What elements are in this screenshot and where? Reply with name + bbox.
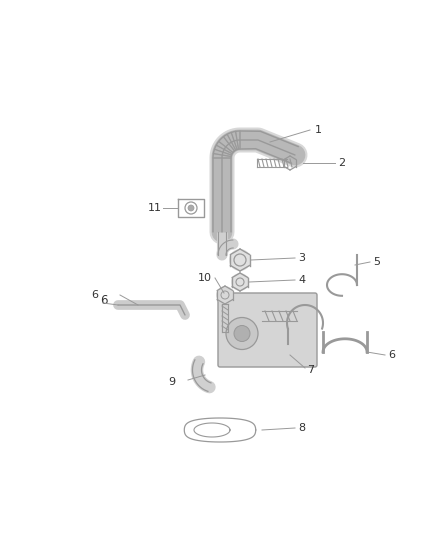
Text: 4: 4 [298, 275, 305, 285]
Text: 10: 10 [198, 273, 212, 283]
Text: 7: 7 [307, 365, 314, 375]
Circle shape [229, 249, 251, 271]
Circle shape [234, 326, 250, 342]
Text: 9: 9 [168, 377, 175, 387]
Text: 6: 6 [388, 350, 395, 360]
Text: 3: 3 [298, 253, 305, 263]
Circle shape [216, 286, 234, 304]
Text: 8: 8 [298, 423, 305, 433]
Text: 6: 6 [100, 294, 107, 306]
Text: 5: 5 [373, 257, 380, 267]
Circle shape [226, 318, 258, 350]
Text: 11: 11 [148, 203, 162, 213]
Circle shape [231, 273, 249, 291]
FancyBboxPatch shape [218, 293, 317, 367]
Text: 1: 1 [315, 125, 322, 135]
Text: 6: 6 [91, 290, 98, 300]
Text: 2: 2 [338, 158, 345, 168]
Circle shape [188, 205, 194, 211]
